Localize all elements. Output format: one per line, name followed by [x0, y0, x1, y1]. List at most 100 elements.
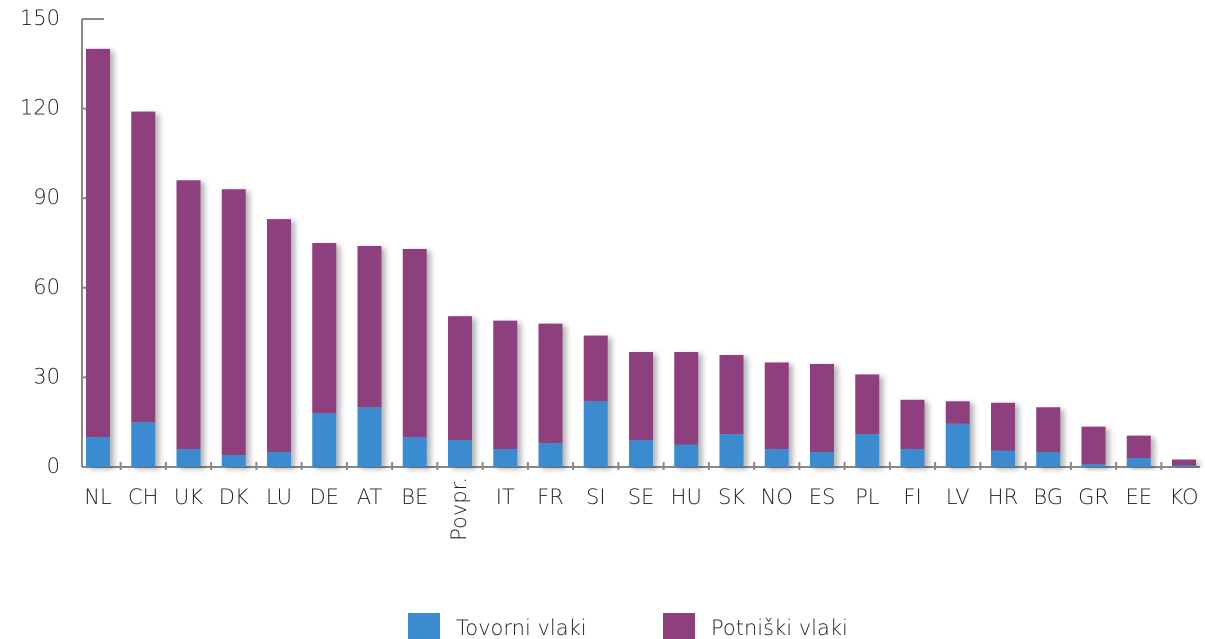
bar-segment — [402, 437, 427, 467]
bar-segment — [764, 362, 789, 450]
y-tick-label: 0 — [47, 454, 60, 478]
legend-label: Potniški vlaki — [711, 616, 848, 639]
bar-stack — [221, 189, 246, 467]
bar-segment — [674, 352, 699, 445]
bar-segment — [538, 323, 563, 444]
bar-stack — [810, 363, 834, 467]
bar-segment — [855, 374, 880, 435]
bar-stack — [900, 399, 925, 467]
bar-segment — [583, 401, 608, 467]
bar-stack — [855, 374, 880, 467]
x-tick-label: BE — [401, 485, 428, 509]
bar-stack — [131, 111, 156, 467]
bar-stack — [402, 248, 427, 467]
x-tick-label: ES — [809, 485, 836, 509]
bar-stack — [357, 245, 382, 467]
bar-stack — [86, 48, 110, 467]
bar-stack — [538, 323, 563, 467]
x-tick-label: SI — [586, 485, 606, 509]
bar-segment — [86, 48, 110, 438]
x-tick-label: KO — [1169, 485, 1198, 509]
bar-segment — [312, 413, 337, 467]
bar-segment — [312, 243, 337, 414]
bar-segment — [629, 440, 653, 467]
bar-stack — [267, 219, 291, 467]
bar-stack — [945, 401, 970, 467]
bar-segment — [583, 335, 608, 402]
x-tick-label: FR — [537, 485, 564, 509]
x-tick-label: HU — [671, 485, 702, 509]
bar-segment — [267, 452, 291, 467]
bar-stack — [991, 402, 1015, 467]
bar-segment — [448, 316, 472, 441]
x-tick-label: IT — [496, 485, 515, 509]
x-tick-label: HR — [988, 485, 1018, 509]
y-tick-label: 30 — [33, 364, 60, 388]
bar-stack — [1036, 407, 1061, 467]
bar-segment — [900, 449, 925, 467]
x-tick-label: LU — [266, 485, 292, 509]
bar-segment — [719, 355, 744, 435]
bar-segment — [900, 399, 925, 450]
bar-segment — [629, 352, 653, 441]
bar-segment — [1126, 435, 1151, 459]
bar-segment — [1036, 452, 1061, 467]
legend-swatch — [408, 613, 440, 639]
y-tick-label: 120 — [20, 96, 60, 120]
bar-segment — [131, 422, 156, 467]
x-tick-label: AT — [357, 485, 383, 509]
bar-segment — [810, 363, 834, 453]
bar-segment — [357, 407, 382, 467]
bar-stack — [176, 180, 201, 467]
bar-stack — [674, 352, 699, 467]
bar-segment — [810, 452, 834, 467]
bar-segment — [357, 245, 382, 408]
bar-stack — [719, 355, 744, 467]
x-tick-label: BG — [1033, 485, 1063, 509]
bar-segment — [945, 423, 970, 467]
x-tick-label: GR — [1078, 485, 1109, 509]
bar-segment — [1081, 464, 1106, 467]
bar-segment — [267, 219, 291, 453]
bar-segment — [855, 434, 880, 467]
legend-swatch — [663, 613, 695, 639]
legend-label: Tovorni vlaki — [456, 616, 587, 639]
bar-stack — [493, 320, 518, 467]
bar-stack — [1081, 426, 1106, 467]
bar-segment — [448, 440, 472, 467]
x-tick-label: UK — [174, 485, 203, 509]
x-tick-label: CH — [128, 485, 158, 509]
bar-stack — [764, 362, 789, 467]
bar-segment — [719, 434, 744, 467]
bar-segment — [221, 455, 246, 467]
x-tick-label: DK — [219, 485, 249, 509]
x-tick-label: EE — [1125, 485, 1152, 509]
bar-segment — [945, 401, 970, 424]
bar-segment — [131, 111, 156, 423]
bar-segment — [1172, 459, 1196, 466]
bar-segment — [402, 248, 427, 438]
bar-segment — [764, 449, 789, 467]
bar-stack — [1126, 435, 1151, 467]
bar-segment — [493, 320, 518, 450]
x-tick-label: DE — [310, 485, 339, 509]
x-tick-label: Povpr. — [447, 477, 471, 541]
bar-segment — [1081, 426, 1106, 465]
bar-segment — [1126, 458, 1151, 467]
y-tick-label: 60 — [33, 275, 60, 299]
bar-segment — [86, 437, 110, 467]
x-tick-label: NO — [761, 485, 793, 509]
x-tick-label: LV — [946, 485, 970, 509]
y-tick-label: 150 — [20, 6, 60, 30]
bar-segment — [1036, 407, 1061, 453]
x-tick-label: PL — [855, 485, 880, 509]
bar-segment — [1172, 465, 1196, 467]
x-tick-label: NL — [84, 485, 112, 509]
bar-stack — [312, 243, 337, 467]
bar-stack — [448, 316, 472, 467]
bar-segment — [493, 449, 518, 467]
y-tick-label: 90 — [33, 185, 60, 209]
x-tick-label: SK — [718, 485, 745, 509]
bar-stack — [583, 335, 608, 467]
